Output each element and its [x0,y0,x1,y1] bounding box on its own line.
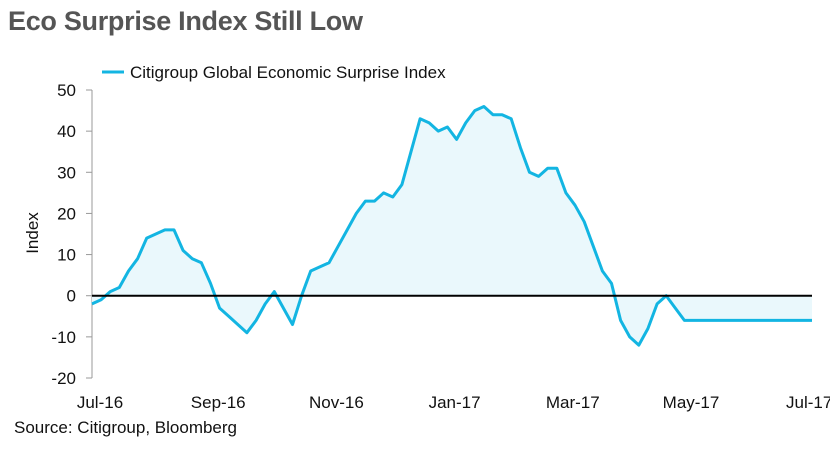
y-tick-label: 10 [57,246,76,265]
x-tick-label: May-17 [663,393,720,412]
series-line [91,105,812,347]
x-tick-label: Nov-16 [309,393,364,412]
x-axis: Jul-16 Sep-16 Nov-16 Jan-17 Mar-17 May-17 Jul-… [77,393,830,412]
y-tick-label: 30 [57,163,76,182]
y-tick-label: -10 [51,328,76,347]
y-tick-label: 0 [67,287,76,306]
x-tick-label: Mar-17 [546,393,600,412]
legend-label: Citigroup Global Economic Surprise Index [130,63,446,82]
y-tick-label: -20 [51,369,76,388]
source-note: Source: Citigroup, Bloomberg [14,418,238,437]
x-tick-label: Sep-16 [191,393,246,412]
y-tick-label: 50 [57,81,76,100]
y-axis: -20 -10 0 10 20 30 40 50 [51,81,93,388]
series-area [92,106,812,346]
chart-title: Eco Surprise Index Still Low [8,6,363,36]
x-tick-label: Jul-16 [77,393,123,412]
legend: Citigroup Global Economic Surprise Index [102,63,446,82]
y-tick-label: 20 [57,204,76,223]
x-tick-label: Jul-17 [786,393,830,412]
y-axis-title: Index [23,212,42,254]
x-tick-label: Jan-17 [429,393,481,412]
y-tick-label: 40 [57,122,76,141]
